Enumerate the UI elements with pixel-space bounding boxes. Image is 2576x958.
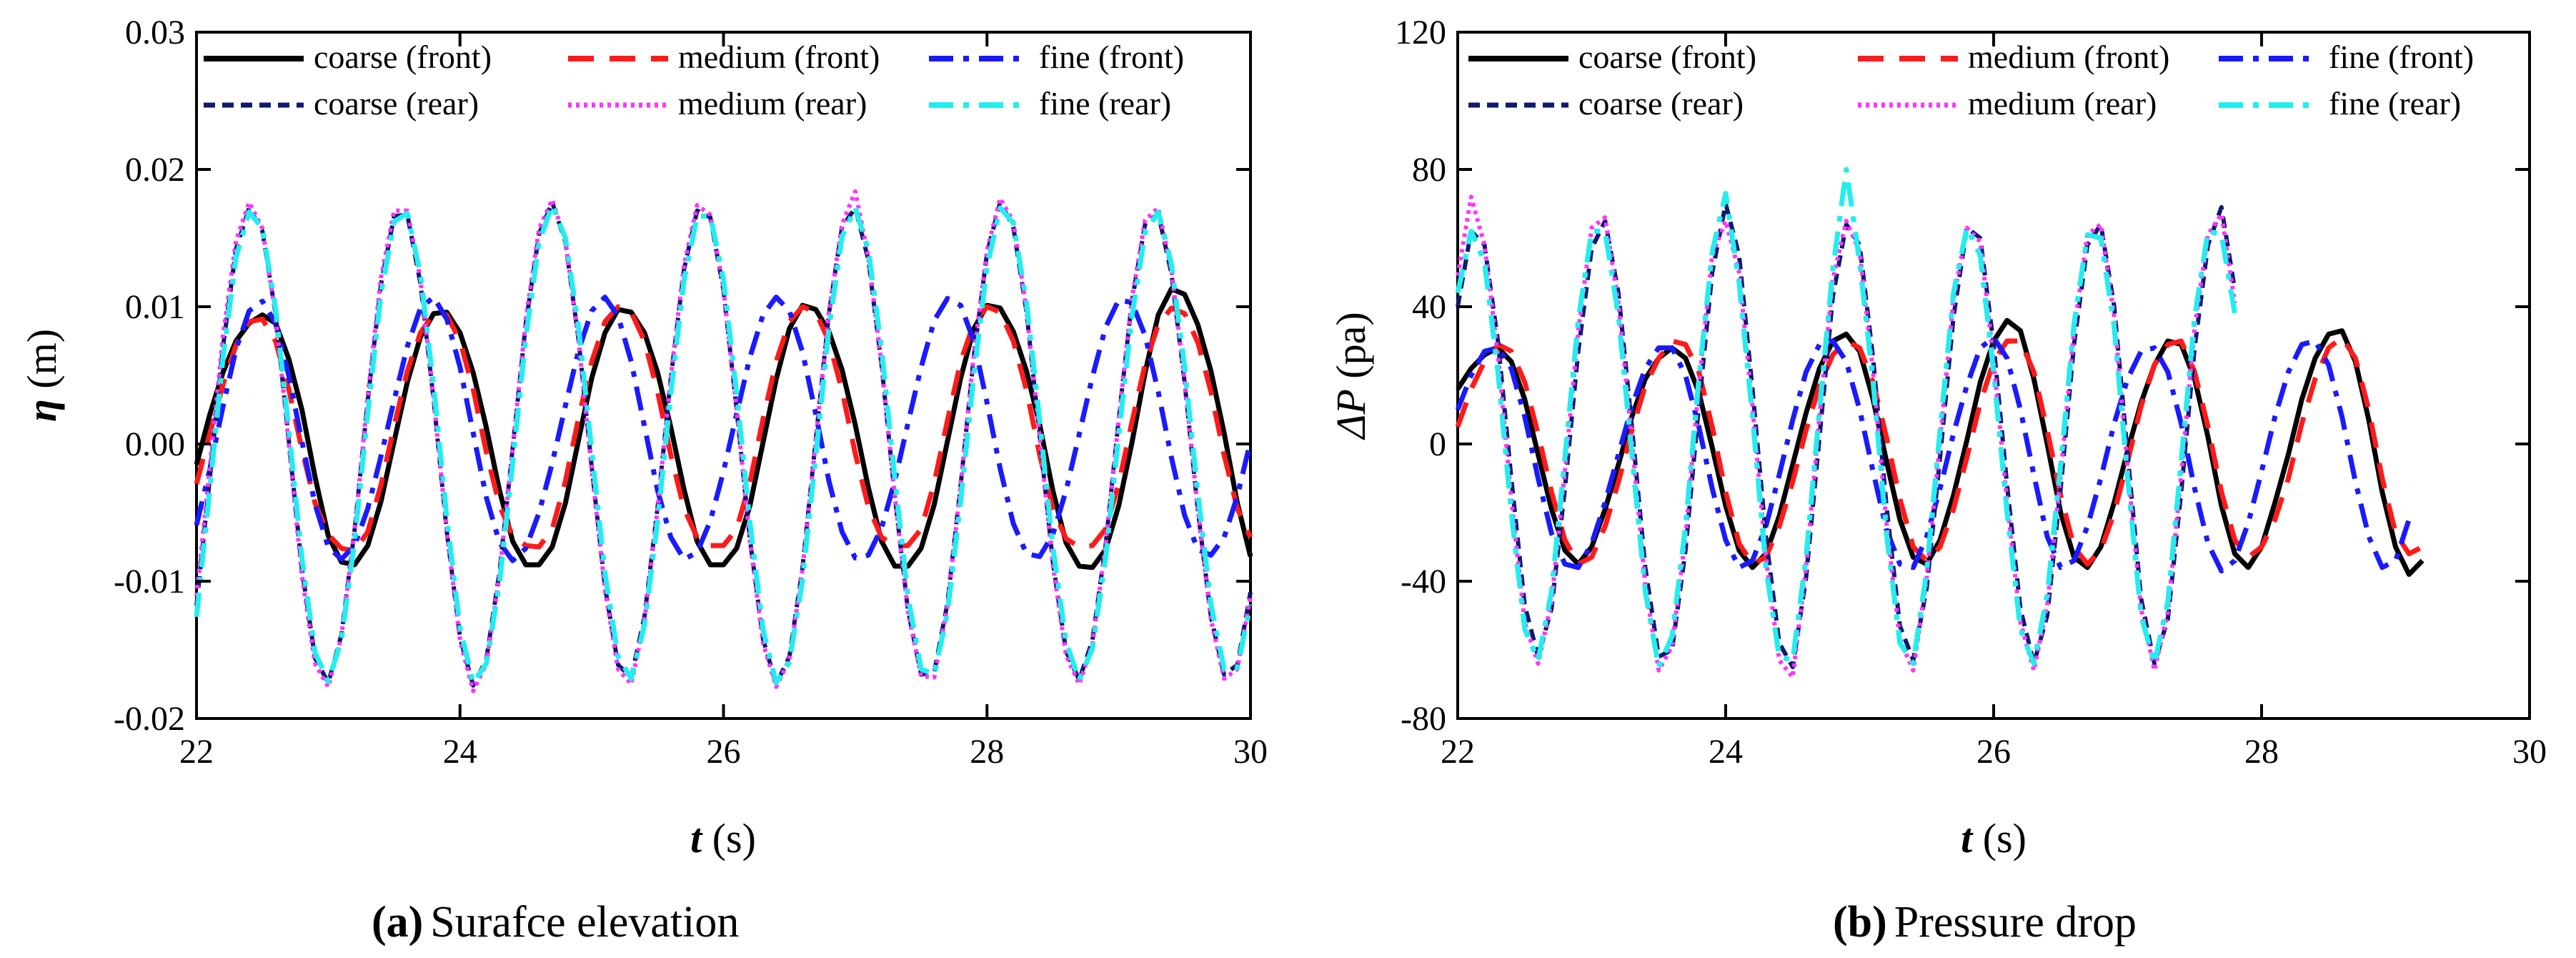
series-line-medium-front bbox=[1455, 335, 2424, 567]
y-tick-label: -0.02 bbox=[114, 700, 185, 738]
legend-item-fine-front: fine (front) bbox=[2219, 39, 2474, 75]
panel-label-b: (b) bbox=[1833, 898, 1887, 947]
x-tick-label: 30 bbox=[1233, 733, 1268, 771]
x-axis-label-b: t (s) bbox=[1961, 815, 2027, 861]
x-tick-label: 24 bbox=[1709, 733, 1743, 771]
series-line-medium-rear bbox=[1456, 194, 2237, 680]
y-axis-label-a: η (m) bbox=[19, 329, 65, 422]
y-tick-label: -40 bbox=[1401, 563, 1446, 601]
y-tick-label: -0.01 bbox=[114, 563, 185, 601]
legend-label: fine (rear) bbox=[2329, 85, 2461, 122]
y-tick-label: 120 bbox=[1395, 14, 1446, 51]
legend-item-medium-front: medium (front) bbox=[568, 39, 880, 75]
caption-b: (b) Pressure drop bbox=[1833, 898, 2137, 947]
plot-frame-a bbox=[195, 31, 1252, 720]
series-line-fine-rear bbox=[1455, 167, 2237, 670]
legend-label: medium (front) bbox=[678, 39, 880, 75]
series-line-medium-front bbox=[194, 304, 1253, 554]
axis-ticks-b: 22 24 26 28 30 -80 -40 0 40 80 120 bbox=[1395, 14, 2547, 771]
x-tick-label: 28 bbox=[970, 733, 1004, 771]
x-tick-label: 28 bbox=[2244, 733, 2279, 771]
legend-item-fine-rear: fine (rear) bbox=[2219, 85, 2461, 122]
y-tick-label: 40 bbox=[1412, 288, 1446, 326]
legend-item-medium-rear: medium (rear) bbox=[568, 85, 867, 122]
y-tick-label: 0.03 bbox=[125, 14, 185, 51]
y-tick-label: -80 bbox=[1401, 700, 1446, 738]
legend-item-coarse-front: coarse (front) bbox=[204, 39, 492, 75]
plot-frame-b bbox=[1456, 31, 2531, 720]
y-tick-label: 0 bbox=[1429, 425, 1446, 463]
legend-label: fine (rear) bbox=[1039, 85, 1171, 122]
y-tick-label: 80 bbox=[1412, 151, 1446, 189]
series-lines-b bbox=[1455, 167, 2425, 680]
legend-label: medium (rear) bbox=[1968, 85, 2157, 122]
legend-label: coarse (front) bbox=[314, 39, 492, 75]
series-line-coarse-front bbox=[194, 286, 1253, 571]
x-tick-label: 24 bbox=[443, 733, 477, 771]
legend-item-coarse-rear: coarse (rear) bbox=[204, 85, 479, 122]
legend-item-fine-rear: fine (rear) bbox=[929, 85, 1171, 122]
x-tick-label: 26 bbox=[1976, 733, 2011, 771]
y-axis-label-b: ΔP (pa) bbox=[1328, 312, 1374, 440]
legend-item-medium-front: medium (front) bbox=[1858, 39, 2169, 75]
legend-label: medium (rear) bbox=[678, 85, 867, 122]
y-tick-label: 0.01 bbox=[125, 288, 185, 326]
x-tick-label: 22 bbox=[1441, 733, 1475, 771]
y-tick-label: 0.00 bbox=[125, 425, 185, 463]
legend-item-fine-front: fine (front) bbox=[929, 39, 1184, 75]
series-line-medium-rear bbox=[194, 189, 1253, 693]
series-line-fine-front bbox=[194, 295, 1253, 563]
legend-label: coarse (rear) bbox=[314, 85, 479, 122]
chart-panel-b: 22 24 26 28 30 -80 -40 0 40 80 120 coarse (front) m… bbox=[1328, 14, 2547, 947]
legend-item-medium-rear: medium (rear) bbox=[1858, 85, 2157, 122]
panel-label-a: (a) bbox=[372, 898, 423, 947]
axis-ticks-a: 22 24 26 28 30 -0.02 -0.01 0.00 0.01 0.02 0.03 bbox=[114, 14, 1268, 771]
legend-item-coarse-front: coarse (front) bbox=[1468, 39, 1756, 75]
legend-label: fine (front) bbox=[1039, 39, 1184, 75]
x-tick-label: 30 bbox=[2512, 733, 2547, 771]
caption-a: (a) Surafce elevation bbox=[372, 898, 739, 947]
legend-label: fine (front) bbox=[2329, 39, 2474, 75]
series-line-fine-rear bbox=[194, 202, 1253, 686]
legend-label: medium (front) bbox=[1968, 39, 2169, 75]
legend-a: coarse (front) medium (front) fine (front)… bbox=[204, 39, 1184, 122]
x-axis-label-a: t (s) bbox=[690, 815, 756, 861]
legend-b: coarse (front) medium (front) fine (front)… bbox=[1468, 39, 2474, 122]
x-tick-label: 22 bbox=[179, 733, 214, 771]
legend-label: coarse (rear) bbox=[1578, 85, 1744, 122]
series-lines-a bbox=[194, 189, 1253, 693]
chart-panel-a: 22 24 26 28 30 -0.02 -0.01 0.00 0.01 0.02 0.03 coa… bbox=[19, 14, 1268, 947]
y-tick-label: 0.02 bbox=[125, 151, 185, 189]
legend-item-coarse-rear: coarse (rear) bbox=[1468, 85, 1744, 122]
x-tick-label: 26 bbox=[707, 733, 741, 771]
legend-label: coarse (front) bbox=[1578, 39, 1756, 75]
